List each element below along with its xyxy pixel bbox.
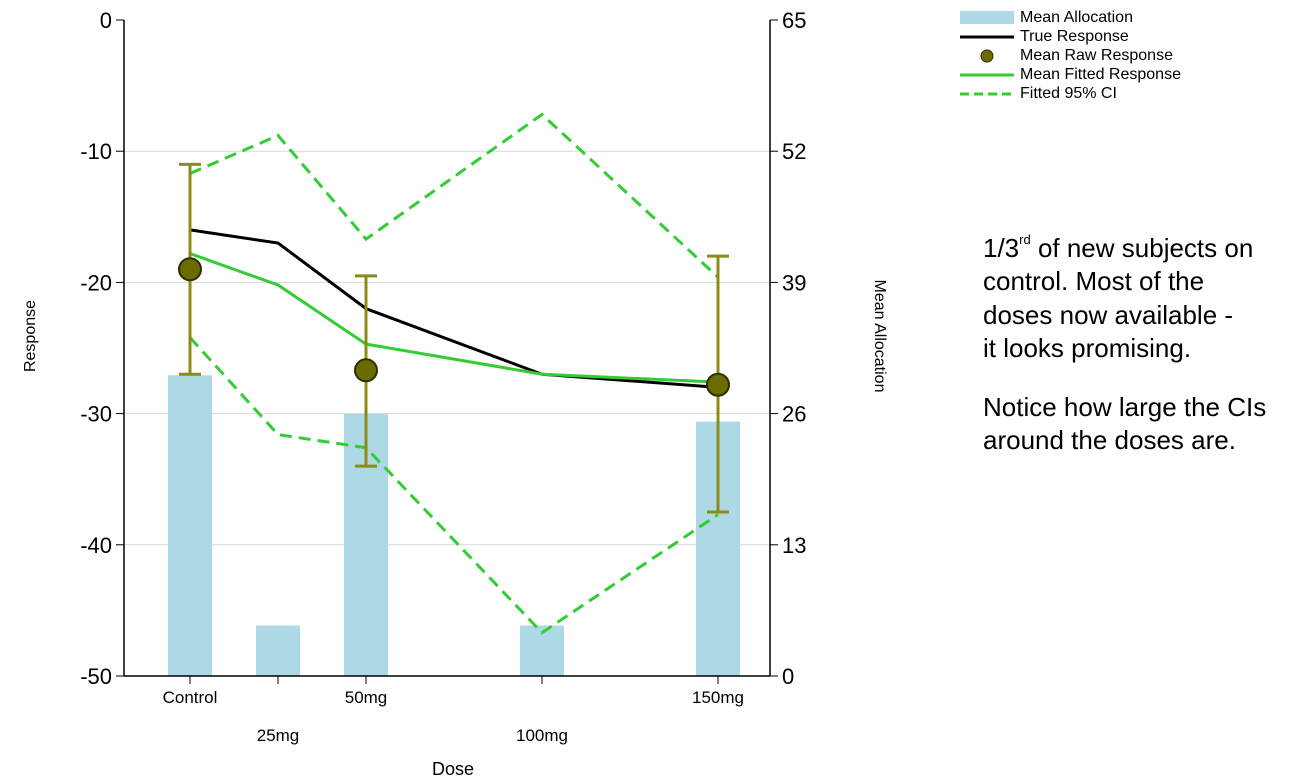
legend-swatch [980, 49, 994, 63]
allocation-bars [168, 375, 740, 676]
annotation-paragraph-2: Notice how large the CIs around the dose… [983, 391, 1303, 458]
gridlines [124, 150, 770, 546]
axes [116, 19, 778, 684]
annotation-line: doses now available - [983, 299, 1234, 330]
legend-label: Mean Raw Response [1020, 47, 1173, 64]
legend-swatch [960, 73, 1014, 77]
y-tick-label: -10 [80, 139, 112, 164]
y2-tick-label: 52 [782, 139, 806, 164]
annotation-line: control. Most of the [983, 266, 1205, 297]
x-tick-label: 100mg [516, 726, 568, 745]
y2-tick-label: 13 [782, 533, 806, 558]
legend-item: Fitted 95% CI [960, 84, 1303, 103]
annotation-line: Notice how large the CIs [983, 392, 1267, 423]
legend-label: True Response [1020, 28, 1129, 45]
true-response-line [189, 228, 719, 389]
legend-swatch [960, 11, 1014, 24]
y2-tick-label: 65 [782, 8, 806, 33]
x-tick-label: 50mg [345, 688, 388, 707]
legend-bar-swatch [960, 11, 1014, 24]
raw-response-point [178, 257, 202, 282]
x-tick-label: 150mg [692, 688, 744, 707]
x-axis-label: Dose [432, 759, 474, 779]
legend-swatch [960, 35, 1014, 39]
x-tick-label: 25mg [257, 726, 300, 745]
raw-response-points [178, 162, 730, 514]
annotation-paragraph-1: 1/3rd of new subjects on control. Most o… [983, 232, 1303, 365]
fitted-response-line [189, 252, 719, 384]
annotation-line: it looks promising. [983, 332, 1192, 363]
allocation-bar [256, 625, 300, 676]
allocation-bar [168, 375, 212, 676]
legend: Mean Allocation True Response Mean Raw Res… [960, 8, 1303, 103]
annotation-line: 1/3 [983, 233, 1020, 263]
legend-label: Mean Allocation [1020, 9, 1133, 26]
y-tick-label: -20 [80, 270, 112, 295]
annotation-line: around the doses are. [983, 425, 1236, 456]
legend-item: Mean Allocation [960, 8, 1303, 27]
legend-point-swatch [980, 49, 994, 63]
legend-swatch [960, 92, 1014, 96]
ci-upper-line [189, 112, 720, 279]
y-tick-label: -30 [80, 402, 112, 427]
annotation-superscript: rd [1019, 232, 1031, 247]
y-tick-label: -50 [80, 664, 112, 689]
response-lines [188, 112, 720, 635]
raw-response-point [354, 358, 378, 383]
legend-label: Mean Fitted Response [1020, 66, 1181, 83]
legend-label: Fitted 95% CI [1020, 85, 1117, 102]
y-tick-label: -40 [80, 533, 112, 558]
y-tick-label: 0 [100, 8, 112, 33]
legend-item: Mean Raw Response [960, 46, 1303, 65]
x-tick-label: Control [163, 688, 218, 707]
y2-axis-label: Mean Allocation [871, 280, 888, 393]
dose-response-chart: 0 -10 -20 -30 -40 -50 65 52 39 26 13 0 Control 25mg 50… [22, 8, 888, 779]
annotation-text: 1/3rd of new subjects on control. Most o… [983, 232, 1303, 484]
y-axis-label: Response [22, 300, 39, 372]
legend-item: Mean Fitted Response [960, 65, 1303, 84]
legend-item: True Response [960, 27, 1303, 46]
raw-response-point [706, 372, 730, 397]
annotation-line: of new subjects on [1030, 233, 1254, 263]
y2-tick-label: 39 [782, 270, 806, 295]
tick-labels: 0 -10 -20 -30 -40 -50 65 52 39 26 13 0 Control 25mg 50… [80, 8, 806, 745]
y2-tick-label: 0 [782, 664, 794, 689]
y2-tick-label: 26 [782, 402, 806, 427]
